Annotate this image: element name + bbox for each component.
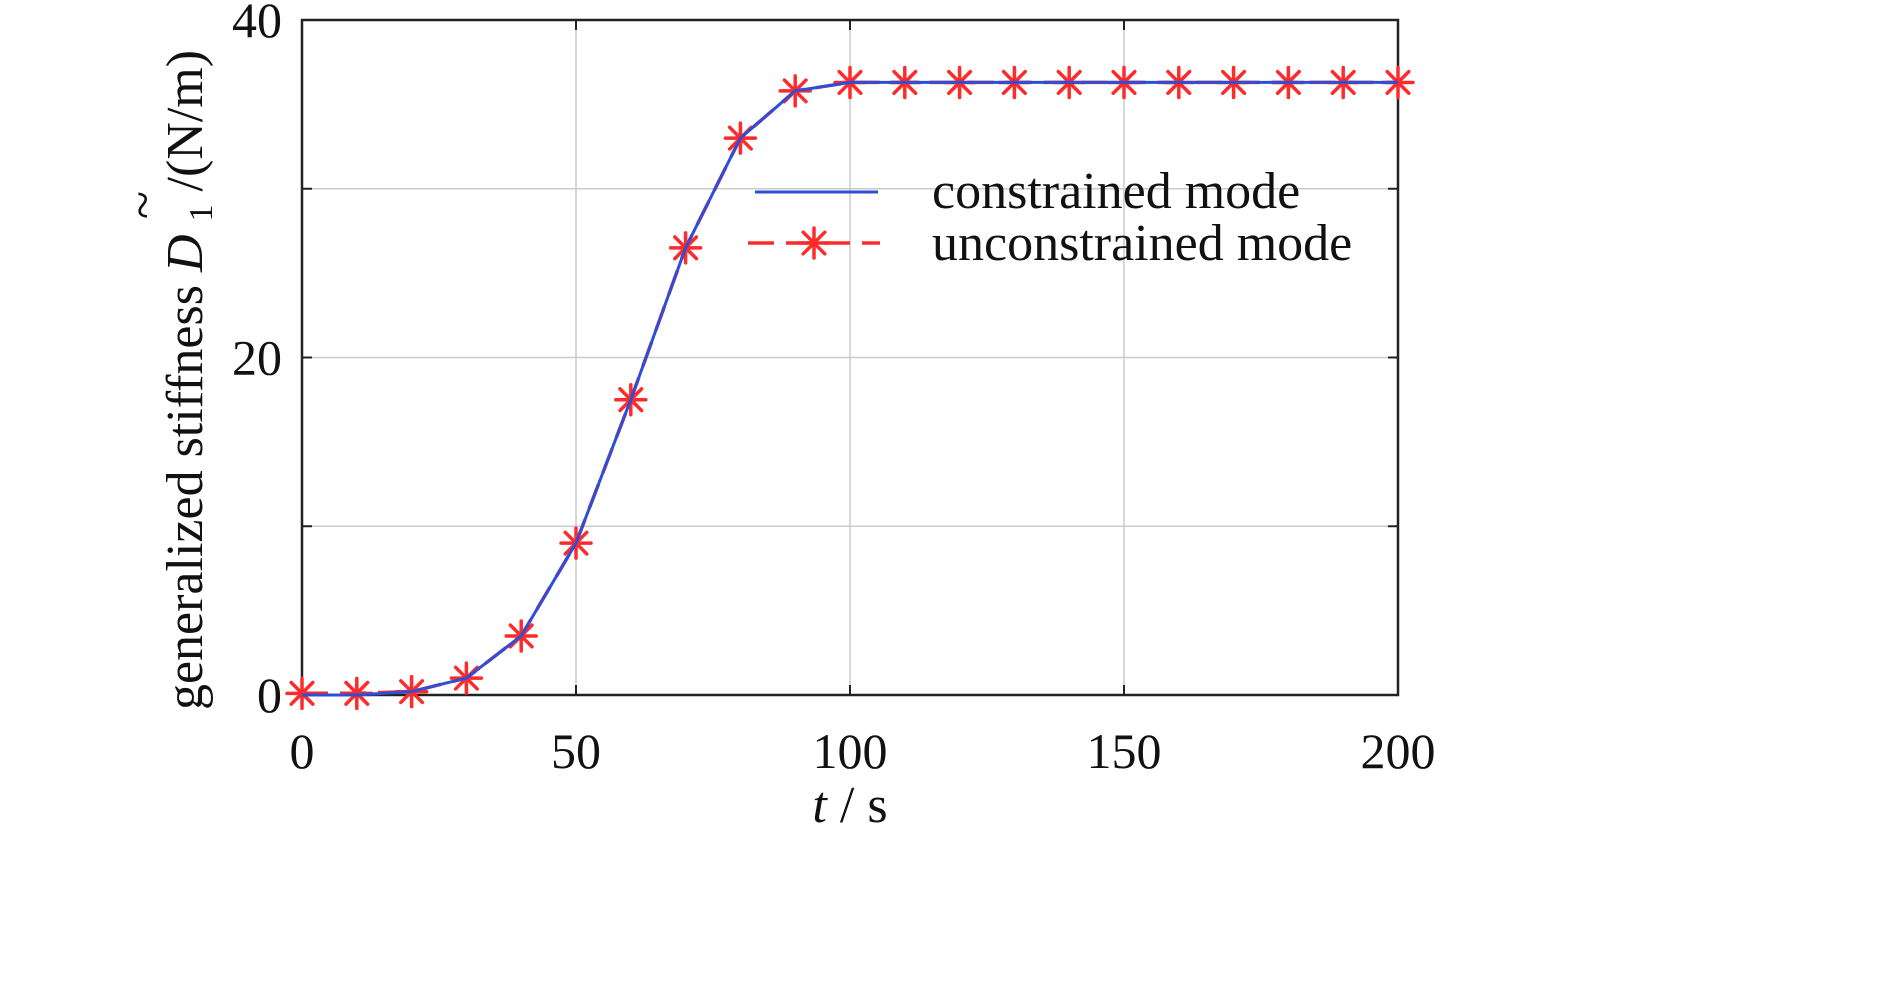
x-axis-unit: / s bbox=[840, 777, 888, 834]
series-marker-asterisk bbox=[797, 226, 831, 260]
y-axis-tilde: ~ bbox=[115, 191, 172, 219]
x-tick-label: 200 bbox=[1361, 723, 1436, 779]
legend-label-constrained-mode: constrained mode bbox=[932, 163, 1300, 220]
grid-lines bbox=[302, 20, 1398, 695]
y-axis-unit: /(N/m) bbox=[157, 50, 214, 192]
y-axis-prefix: generalized stiffness bbox=[157, 272, 214, 710]
x-tick-label: 50 bbox=[551, 723, 601, 779]
y-axis-label: generalized stiffness D 1 /(N/m) ~ bbox=[115, 50, 224, 710]
y-tick-label: 40 bbox=[232, 0, 282, 48]
x-tick-label: 150 bbox=[1087, 723, 1162, 779]
y-tick-label: 0 bbox=[257, 667, 282, 723]
legend-label-unconstrained-mode: unconstrained mode bbox=[932, 215, 1352, 272]
axis-ticks: 0 50 100 150 200 0 20 40 bbox=[232, 0, 1436, 779]
x-tick-label: 100 bbox=[813, 723, 888, 779]
x-tick-label: 0 bbox=[290, 723, 315, 779]
x-axis-variable: t bbox=[812, 777, 828, 834]
series-group bbox=[285, 65, 1415, 711]
series-marker-asterisk bbox=[285, 676, 319, 711]
y-axis-subscript: 1 bbox=[183, 204, 220, 221]
series-line-constrained-mode bbox=[302, 80, 1398, 697]
y-tick-label: 20 bbox=[232, 330, 282, 386]
x-axis-label: t / s bbox=[812, 777, 887, 834]
y-axis-symbol: D bbox=[157, 234, 214, 273]
svg-text:generalized stiffness D: generalized stiffness D 1 /(N/m) bbox=[157, 50, 224, 710]
